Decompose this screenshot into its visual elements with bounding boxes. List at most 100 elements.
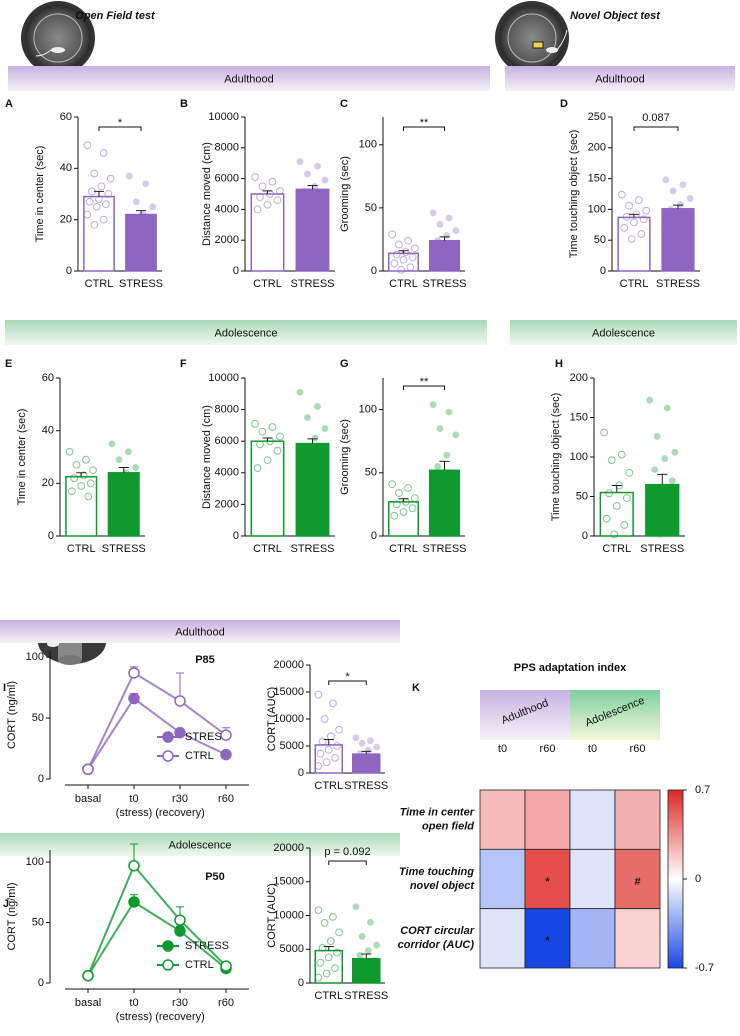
y-tick-label: 0 — [233, 265, 239, 277]
data-point — [318, 944, 327, 952]
x-tick-label: CTRL — [389, 543, 418, 555]
data-point — [662, 176, 670, 184]
y-tick-label: 20 — [42, 477, 54, 489]
data-point — [388, 480, 397, 489]
y-axis-label: CORT (ng/ml) — [6, 681, 18, 749]
error-bar — [307, 438, 318, 444]
data-point — [324, 745, 333, 754]
y-tick-label: 100 — [570, 451, 588, 463]
data-point — [445, 408, 453, 416]
row-label: open field — [422, 821, 474, 833]
error-bar — [323, 946, 334, 951]
data-point — [220, 748, 232, 761]
x-tick-label: STRESS — [290, 278, 334, 290]
data-point — [108, 440, 116, 448]
x-tick-label: STRESS — [640, 543, 684, 555]
error-bar — [76, 472, 87, 477]
column-label: t0 — [588, 743, 597, 755]
section-label: Adulthood — [224, 73, 274, 85]
y-tick-label: 4000 — [215, 467, 239, 479]
data-point — [642, 206, 651, 215]
section-label: Adulthood — [175, 626, 225, 638]
y-tick-label: 10000 — [273, 909, 304, 921]
data-point — [263, 200, 272, 209]
colorbar — [667, 789, 684, 969]
y-tick-label: 200 — [588, 142, 606, 154]
data-point — [258, 427, 267, 436]
y-axis-label: Distance moved (cm) — [201, 142, 213, 246]
data-point — [128, 896, 140, 908]
panel-letter: A — [5, 98, 13, 110]
heatmap-cell — [614, 789, 661, 850]
heatmap-cell — [614, 848, 661, 910]
data-point — [314, 762, 323, 770]
heatmap-cell — [569, 908, 616, 969]
heatmap-cell — [524, 789, 571, 850]
y-tick-label: 0 — [298, 977, 304, 989]
data-point — [367, 918, 374, 926]
data-point — [447, 502, 455, 510]
bar — [83, 195, 115, 272]
data-point — [399, 508, 408, 516]
panel-letter: E — [5, 358, 12, 370]
novel-object-icon — [495, 1, 569, 75]
data-point — [600, 428, 609, 437]
data-point — [369, 763, 376, 770]
data-point — [256, 440, 264, 449]
column-group-box — [570, 690, 660, 740]
row-label: corridor (AUC) — [398, 939, 475, 951]
data-point — [658, 491, 666, 499]
y-tick-label: 50 — [365, 467, 377, 479]
data-point — [146, 216, 154, 224]
data-point — [329, 912, 337, 921]
y-axis-label: Time in center (sec) — [16, 409, 28, 506]
significance-label: * — [118, 117, 123, 129]
data-point — [625, 468, 634, 477]
y-tick-label: 60 — [42, 372, 54, 384]
data-point — [314, 906, 323, 914]
y-tick-label: 20000 — [273, 842, 304, 854]
series-line — [87, 671, 227, 770]
y-tick-label: 50 — [32, 916, 44, 928]
data-point — [314, 690, 323, 699]
data-point — [135, 226, 143, 234]
panel-letter: B — [180, 98, 188, 110]
panel-letter: K — [412, 682, 420, 694]
data-point — [276, 187, 284, 195]
heatmap-cell — [569, 789, 616, 850]
y-axis-label: Distance moved (cm) — [201, 405, 213, 509]
data-point — [438, 509, 446, 517]
y-tick-label: 5000 — [280, 943, 304, 955]
x-tick-label: r60 — [218, 793, 234, 805]
data-point — [132, 464, 139, 471]
data-point — [174, 726, 186, 739]
data-point — [395, 240, 403, 249]
bar — [428, 469, 461, 537]
y-axis-label: Time in center (sec) — [34, 146, 46, 243]
x-tick-label: CTRL — [253, 543, 282, 555]
data-point — [83, 210, 92, 219]
y-tick-label: 2000 — [215, 234, 239, 246]
bar — [645, 483, 680, 537]
x-tick-note: (recovery) — [155, 807, 205, 819]
x-tick-label: STRESS — [290, 543, 334, 555]
data-point — [648, 507, 656, 515]
data-point — [144, 223, 152, 231]
x-tick-label: t0 — [129, 997, 138, 1009]
data-point — [251, 173, 259, 181]
data-point — [677, 201, 684, 208]
data-point — [258, 182, 267, 191]
data-point — [622, 212, 631, 221]
data-point — [251, 419, 259, 428]
y-tick-label: 10000 — [208, 372, 239, 384]
data-point — [364, 947, 372, 954]
data-point — [268, 423, 277, 431]
data-point — [610, 530, 619, 539]
error-bar — [262, 437, 273, 442]
data-point — [309, 199, 316, 207]
panel-letter: J — [3, 898, 9, 910]
x-tick-label: t0 — [129, 793, 138, 805]
data-point — [358, 933, 366, 940]
data-point — [352, 903, 360, 911]
